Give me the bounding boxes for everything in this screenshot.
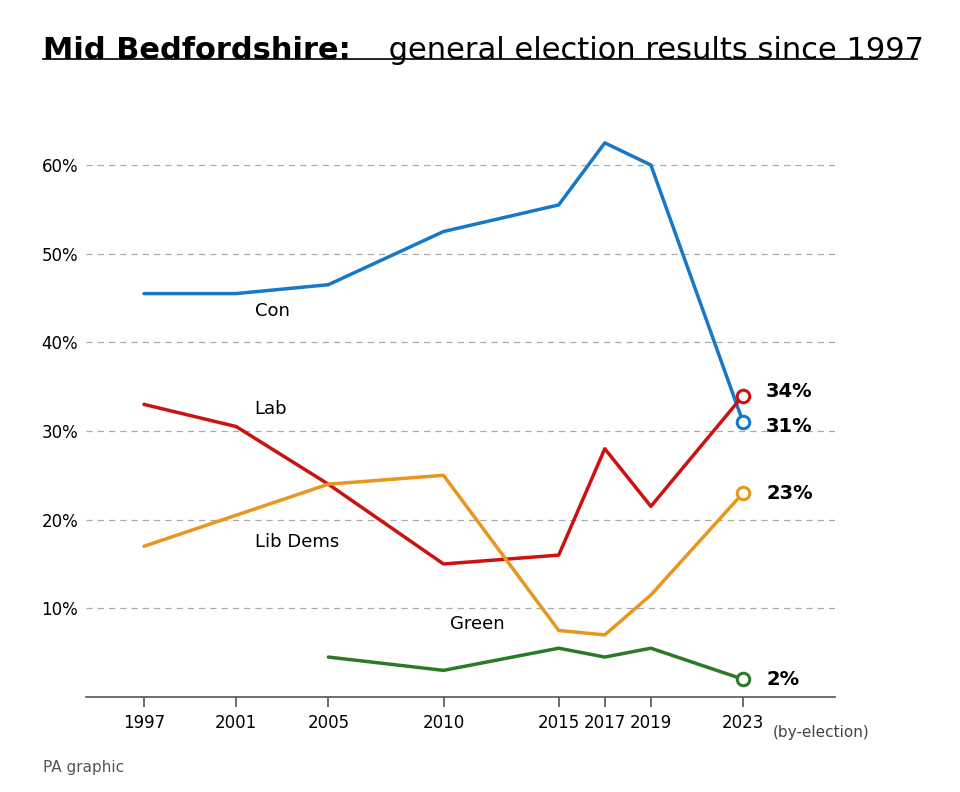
Text: Lab: Lab: [254, 400, 287, 418]
Text: Green: Green: [450, 615, 505, 634]
Text: 31%: 31%: [766, 417, 813, 436]
Text: PA graphic: PA graphic: [43, 760, 125, 775]
Text: Lib Dems: Lib Dems: [254, 533, 339, 550]
Text: 34%: 34%: [766, 382, 813, 401]
Text: (by-election): (by-election): [773, 725, 869, 740]
Text: Mid Bedfordshire:: Mid Bedfordshire:: [43, 36, 351, 65]
Text: 23%: 23%: [766, 484, 813, 503]
Text: Con: Con: [254, 303, 290, 320]
Text: 2%: 2%: [766, 670, 800, 689]
Text: general election results since 1997: general election results since 1997: [379, 36, 924, 65]
